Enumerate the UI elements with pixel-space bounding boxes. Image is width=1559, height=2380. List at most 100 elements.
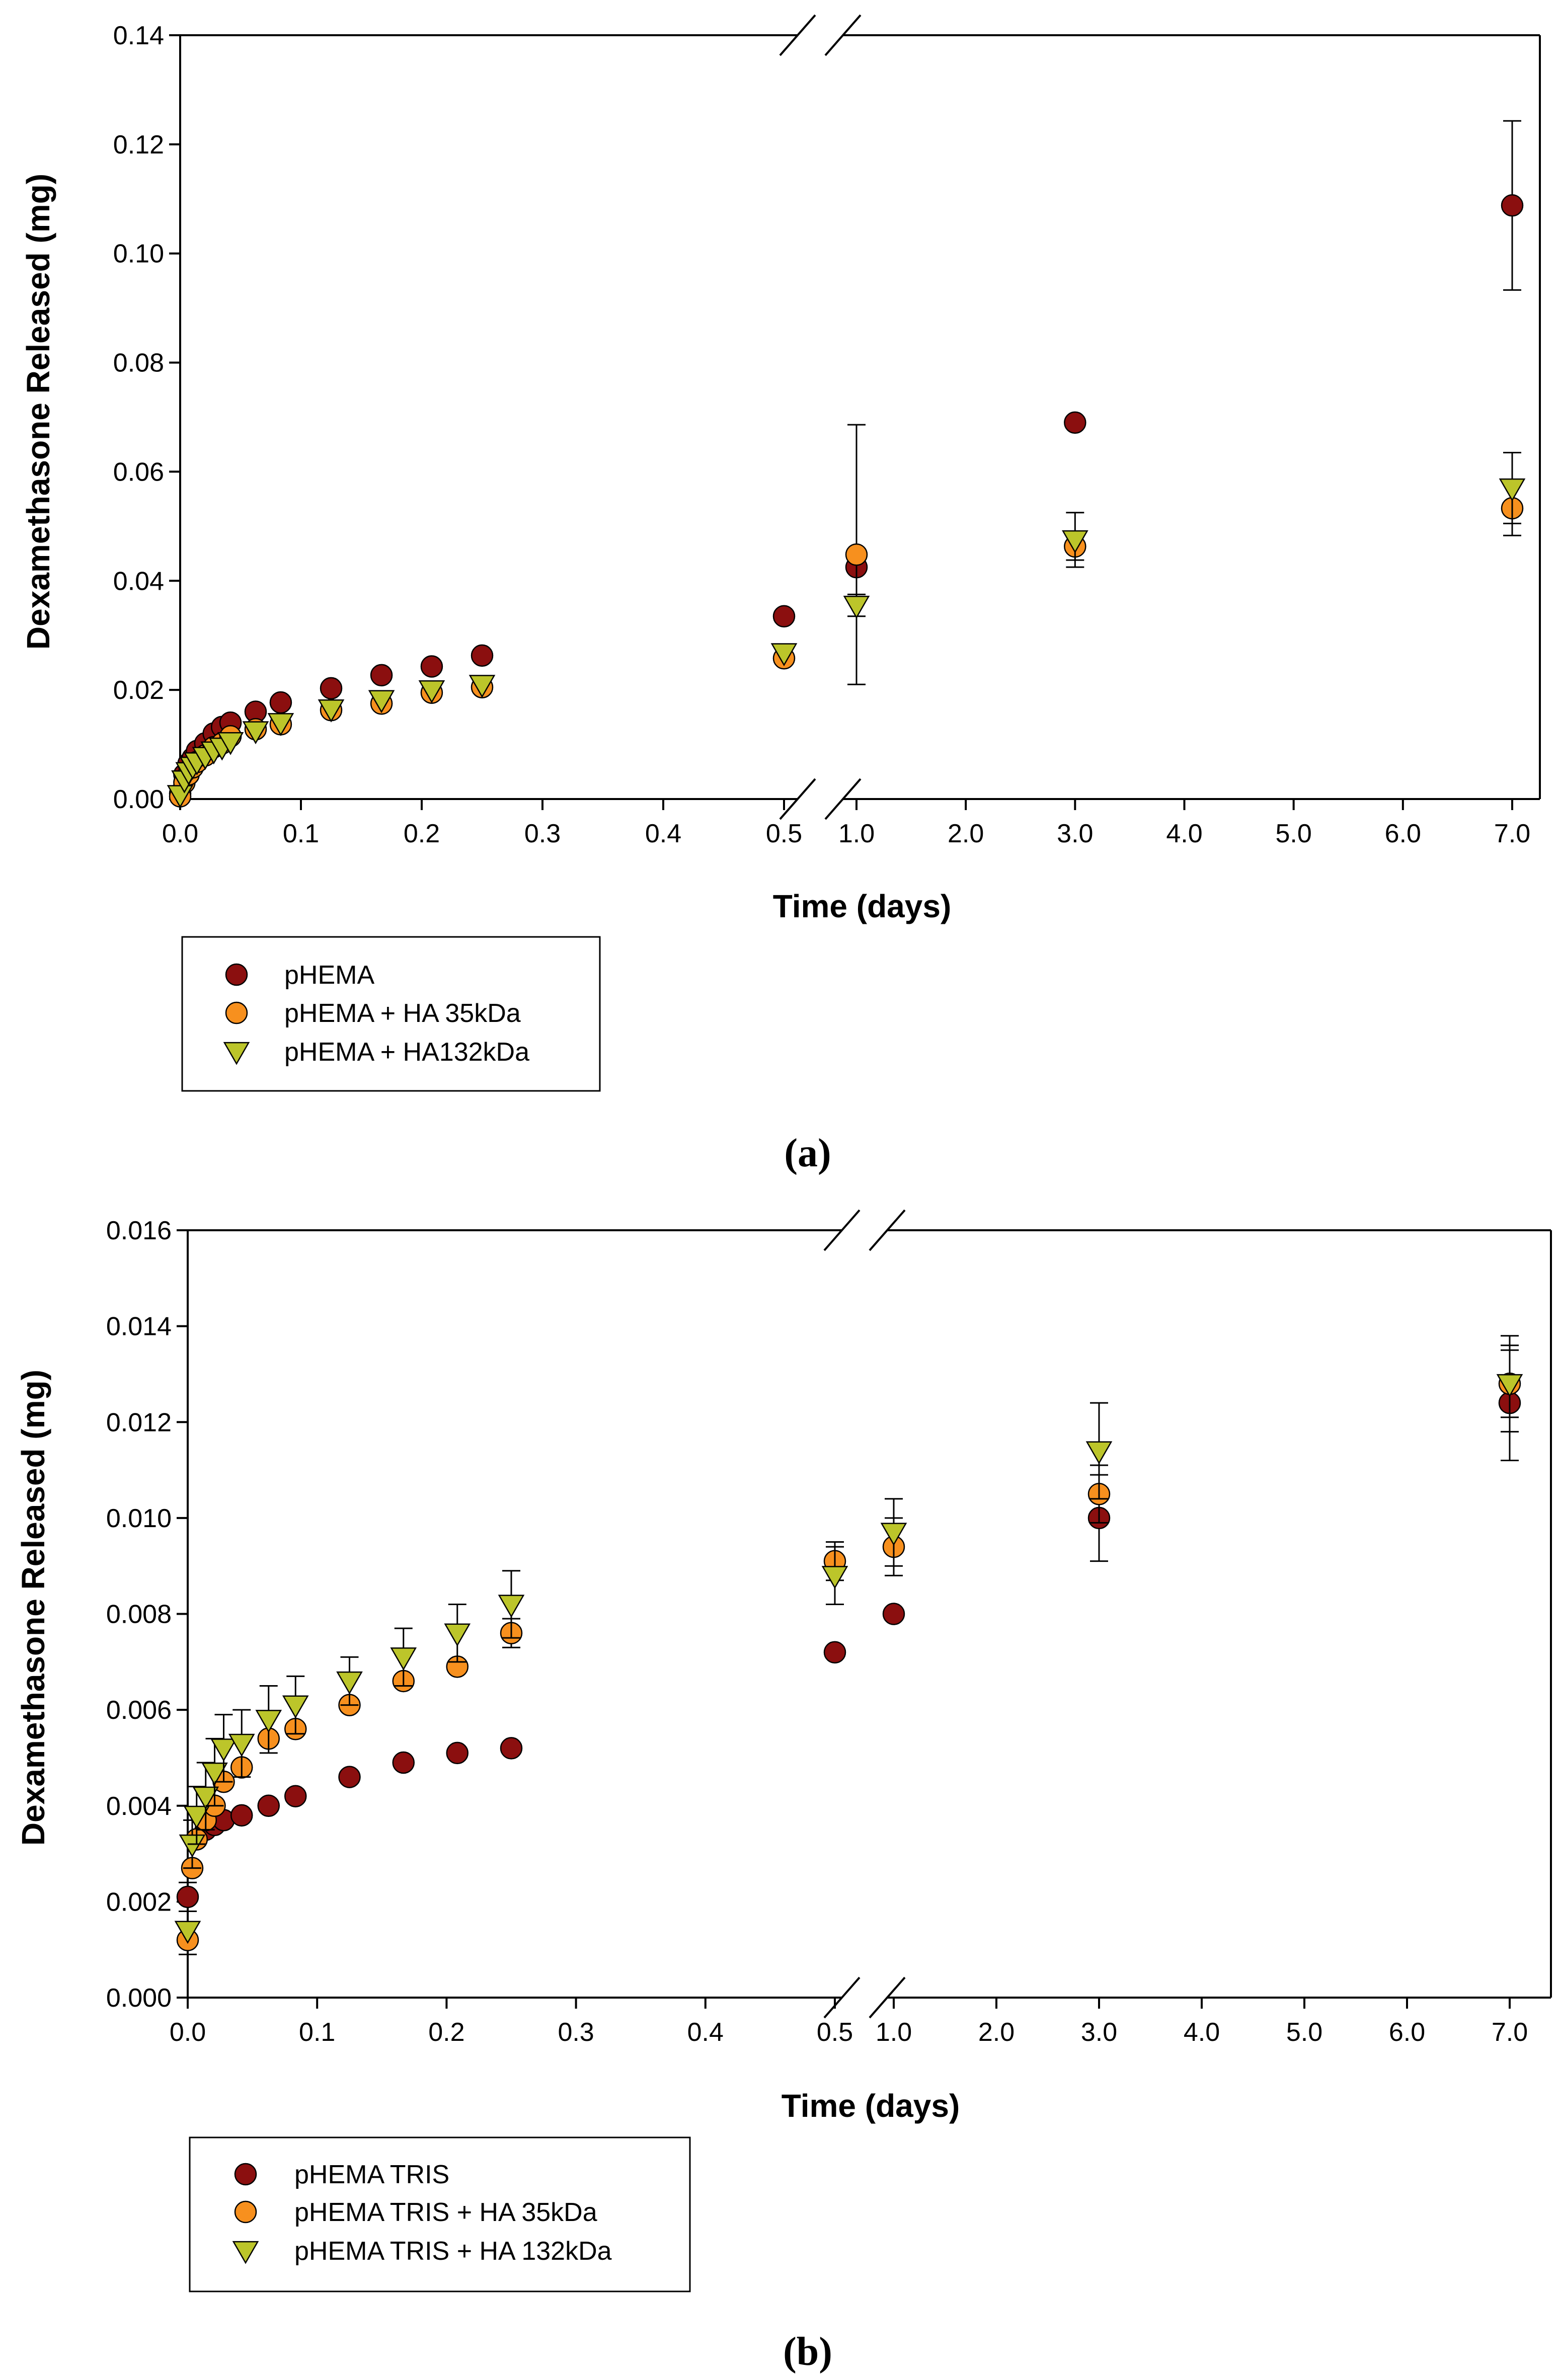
data-point bbox=[368, 690, 395, 713]
y-axis-ticks: 0.00 0.02 0.04 0.06 0.08 0.10 0.12 0.14 bbox=[113, 21, 180, 814]
legend-label: pHEMA bbox=[284, 961, 374, 990]
data-point bbox=[446, 1741, 469, 1765]
y-axis-ticks: 0.000 0.002 0.004 0.006 0.008 0.010 0.012 0.014… bbox=[106, 1216, 188, 2013]
x-tick-label: 0.4 bbox=[645, 819, 681, 848]
data-point bbox=[338, 1766, 361, 1788]
axis-break-mark bbox=[824, 14, 862, 56]
y-tick-label: 0.04 bbox=[113, 567, 164, 596]
data-point bbox=[1499, 478, 1526, 502]
data-point bbox=[257, 1794, 280, 1817]
data-point bbox=[183, 1805, 210, 1829]
axis-break-mark bbox=[779, 14, 816, 56]
data-point bbox=[392, 1751, 415, 1774]
data-point bbox=[772, 605, 796, 628]
x-tick-label: 2.0 bbox=[948, 819, 984, 848]
x-tick-label: 0.5 bbox=[766, 819, 802, 848]
x-tick-label: 0.3 bbox=[524, 819, 561, 848]
y-tick-label: 0.014 bbox=[106, 1312, 172, 1341]
y-tick-label: 0.12 bbox=[113, 130, 164, 160]
data-point bbox=[228, 1733, 255, 1757]
series-1 bbox=[176, 1344, 1521, 1912]
data-point bbox=[1501, 194, 1524, 217]
x-tick-label: 4.0 bbox=[1166, 819, 1202, 848]
data-point bbox=[498, 1595, 525, 1618]
x-tick-label: 0.3 bbox=[558, 2018, 594, 2047]
x-axis-label: Time (days) bbox=[782, 2088, 960, 2124]
x-tick-label: 0.4 bbox=[687, 2018, 724, 2047]
legend: pHEMA TRIS pHEMA TRIS + HA 35kDa pHEMA TRI… bbox=[232, 2160, 612, 2266]
axis-break-mark bbox=[824, 778, 862, 820]
y-axis-label: Dexamethasone Released (mg) bbox=[20, 174, 56, 650]
data-point bbox=[320, 677, 343, 700]
data-point bbox=[882, 1603, 905, 1625]
y-tick-label: 0.008 bbox=[106, 1600, 172, 1629]
legend-marker bbox=[225, 963, 248, 986]
axis-break-mark bbox=[823, 1209, 861, 1251]
data-point bbox=[469, 675, 496, 698]
data-point bbox=[201, 1762, 228, 1786]
chart-panel-b: Dexamethasone Released (mg) Time (days) … bbox=[15, 1209, 1552, 2374]
data-point bbox=[217, 732, 244, 755]
x-axis-ticks: 0.0 0.1 0.2 0.3 0.4 0.5 1.0 2.0 3.0 4.0 5.0 6.0 7.0 bbox=[170, 1998, 1528, 2047]
x-tick-label: 3.0 bbox=[1057, 819, 1093, 848]
x-tick-label: 6.0 bbox=[1389, 2018, 1425, 2047]
data-point bbox=[318, 699, 345, 723]
data-point bbox=[770, 643, 798, 667]
data-point bbox=[284, 1785, 307, 1807]
data-point bbox=[210, 1738, 237, 1762]
panel-label-a: (a) bbox=[784, 1131, 831, 1175]
data-point bbox=[471, 644, 494, 667]
data-point bbox=[1062, 530, 1088, 553]
data-point bbox=[444, 1623, 471, 1647]
x-tick-label: 1.0 bbox=[876, 2018, 912, 2047]
y-tick-label: 0.08 bbox=[113, 349, 164, 378]
y-tick-label: 0.10 bbox=[113, 240, 164, 269]
y-tick-label: 0.006 bbox=[106, 1696, 172, 1725]
data-point bbox=[1064, 411, 1086, 434]
legend-label: pHEMA TRIS + HA 132kDa bbox=[294, 2237, 612, 2266]
legend-marker bbox=[232, 2241, 259, 2264]
x-tick-label: 4.0 bbox=[1184, 2018, 1220, 2047]
legend-label: pHEMA TRIS + HA 35kDa bbox=[294, 2198, 597, 2227]
data-point bbox=[174, 1921, 201, 1944]
data-point bbox=[282, 1695, 309, 1719]
series-3 bbox=[167, 451, 1526, 808]
data-point bbox=[242, 721, 269, 745]
legend: pHEMA pHEMA + HA 35kDa pHEMA + HA132kDa bbox=[223, 961, 529, 1067]
y-tick-label: 0.00 bbox=[113, 785, 164, 814]
data-point bbox=[845, 543, 868, 566]
y-tick-label: 0.14 bbox=[113, 21, 164, 50]
x-tick-label: 7.0 bbox=[1494, 819, 1530, 848]
data-point bbox=[336, 1671, 363, 1695]
x-tick-label: 7.0 bbox=[1492, 2018, 1528, 2047]
legend-label: pHEMA + HA 35kDa bbox=[284, 999, 521, 1028]
panel-label-b: (b) bbox=[783, 2330, 832, 2374]
x-axis-ticks: 0.0 0.1 0.2 0.3 0.4 0.5 1.0 2.0 3.0 4.0 5.0 6.0 7.0 bbox=[162, 799, 1530, 848]
legend-marker bbox=[234, 2163, 257, 2186]
data-point bbox=[500, 1737, 523, 1760]
axis-break-mark bbox=[869, 1976, 906, 2019]
axis-break-mark bbox=[869, 1209, 906, 1251]
y-axis-label: Dexamethasone Released (mg) bbox=[15, 1370, 51, 1846]
plot-frame bbox=[179, 14, 1541, 820]
y-tick-label: 0.012 bbox=[106, 1408, 172, 1437]
x-tick-label: 0.0 bbox=[170, 2018, 206, 2047]
y-tick-label: 0.010 bbox=[106, 1504, 172, 1533]
legend-marker bbox=[223, 1042, 250, 1065]
x-tick-label: 3.0 bbox=[1081, 2018, 1117, 2047]
panel-label-a-letter: a bbox=[798, 1131, 818, 1175]
x-tick-label: 0.1 bbox=[283, 819, 319, 848]
x-tick-label: 2.0 bbox=[978, 2018, 1015, 2047]
data-point bbox=[269, 691, 292, 714]
data-point bbox=[821, 1566, 848, 1589]
legend-label: pHEMA TRIS bbox=[294, 2160, 449, 2189]
x-tick-label: 6.0 bbox=[1385, 819, 1421, 848]
chart-panel-a: Dexamethasone Released (mg) Time (days) … bbox=[20, 14, 1541, 1175]
x-axis-label: Time (days) bbox=[773, 888, 952, 924]
data-point bbox=[843, 595, 870, 619]
plot-frame bbox=[187, 1209, 1552, 2019]
data-point bbox=[418, 680, 445, 703]
y-tick-label: 0.02 bbox=[113, 676, 164, 705]
x-tick-label: 0.5 bbox=[817, 2018, 853, 2047]
